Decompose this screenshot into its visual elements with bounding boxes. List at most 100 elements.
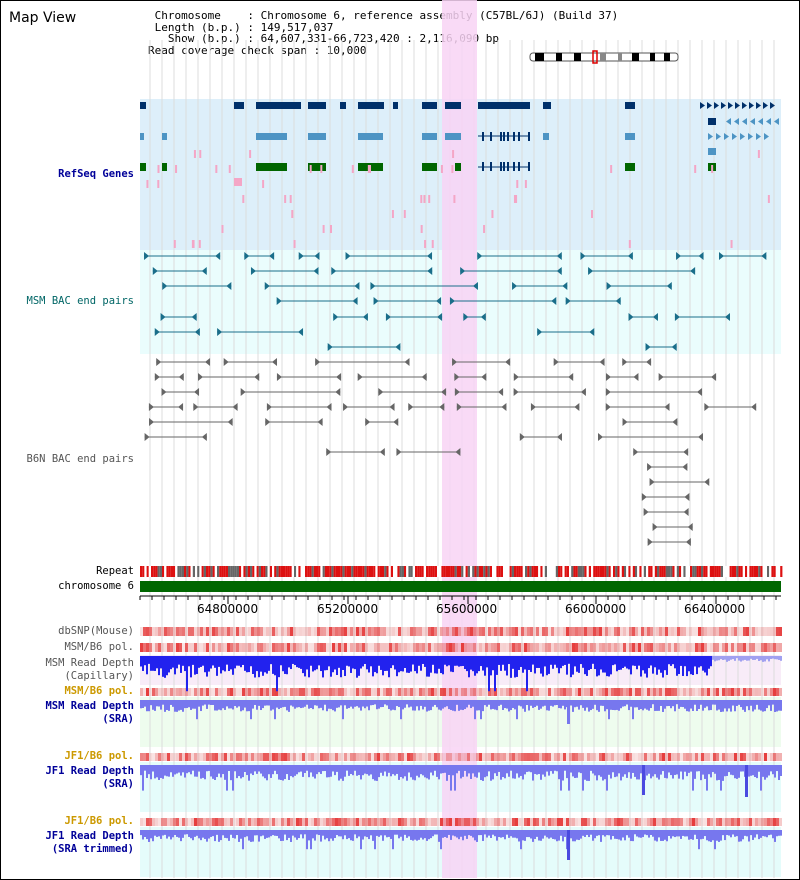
depth-bar: [520, 765, 522, 776]
polymorphism-cell: [734, 688, 737, 696]
depth-bar: [248, 700, 250, 712]
depth-bar: [150, 656, 152, 671]
polymorphism-cell: [557, 643, 560, 652]
polymorphism-cell: [215, 753, 218, 761]
polymorphism-cell: [719, 627, 722, 636]
polymorphism-cell: [179, 688, 182, 696]
polymorphism-cell: [338, 818, 341, 826]
depth-bar: [238, 830, 240, 842]
polymorphism-cell: [578, 753, 581, 761]
label-refseq[interactable]: RefSeq Genes: [58, 168, 134, 180]
polymorphism-cell: [272, 818, 275, 826]
polymorphism-cell: [761, 688, 764, 696]
bac-end: [370, 282, 376, 290]
polymorphism-cell: [713, 627, 716, 636]
bac-end: [647, 463, 653, 471]
polymorphism-cell: [590, 688, 593, 696]
polymorphism-cell: [626, 753, 629, 761]
gene-exon: [308, 102, 326, 109]
polymorphism-cell: [623, 643, 626, 652]
polymorphism-cell: [650, 643, 653, 652]
depth-bar: [740, 700, 742, 708]
polymorphism-cell: [293, 753, 296, 761]
polymorphism-cell: [710, 643, 713, 652]
depth-bar: [716, 765, 718, 781]
polymorphism-cell: [386, 627, 389, 636]
polymorphism-cell: [350, 627, 353, 636]
depth-bar: [732, 765, 734, 776]
polymorphism-cell: [332, 627, 335, 636]
polymorphism-cell: [410, 643, 413, 652]
depth-bar: [230, 830, 232, 835]
depth-bar: [404, 765, 406, 777]
repeat-segment: [474, 566, 477, 577]
label-b6n-bac[interactable]: B6N BAC end pairs: [26, 453, 134, 465]
repeat-segment: [536, 566, 539, 577]
polymorphism-cell: [539, 643, 542, 652]
pseudogene-tick: [420, 195, 423, 203]
depth-bar: [256, 830, 258, 836]
depth-bar: [376, 656, 378, 674]
label-jf1-read-depth-sra: JF1 Read Depth (SRA): [45, 765, 134, 790]
depth-bar: [412, 700, 414, 711]
depth-bar: [254, 700, 256, 705]
pseudogene-tick: [262, 180, 265, 188]
repeat-segment: [379, 566, 382, 577]
depth-bar: [564, 765, 566, 771]
polymorphism-cell: [683, 818, 686, 826]
depth-bar: [390, 656, 392, 669]
polymorphism-cell: [404, 688, 407, 696]
depth-bar: [284, 700, 286, 707]
depth-bar: [594, 700, 596, 705]
depth-bar: [592, 830, 594, 841]
polymorphism-cell: [446, 818, 449, 826]
polymorphism-cell: [254, 753, 257, 761]
depth-bar: [302, 765, 304, 777]
polymorphism-cell: [440, 643, 443, 652]
depth-bar: [360, 830, 362, 850]
polymorphism-cell: [614, 753, 617, 761]
repeat-segment: [177, 566, 180, 577]
polymorphism-cell: [605, 688, 608, 696]
depth-bar: [567, 700, 570, 724]
bac-end: [327, 343, 333, 351]
polymorphism-cell: [575, 643, 578, 652]
depth-bar: [380, 765, 382, 773]
gene-exon: [256, 133, 287, 140]
polymorphism-cell: [374, 818, 377, 826]
depth-bar: [284, 830, 286, 835]
depth-bar: [228, 700, 230, 709]
depth-bar: [532, 765, 534, 781]
depth-bar: [646, 700, 648, 710]
depth-bar: [164, 700, 166, 712]
depth-bar: [586, 830, 588, 835]
polymorphism-cell: [209, 688, 212, 696]
polymorphism-cell: [581, 818, 584, 826]
polymorphism-cell: [734, 818, 737, 826]
depth-bar: [154, 765, 156, 779]
depth-bar: [650, 830, 652, 835]
depth-bar: [350, 765, 352, 774]
polymorphism-cell: [518, 818, 521, 826]
polymorphism-cell: [287, 818, 290, 826]
depth-bar: [398, 765, 400, 780]
label-jf1-b6-pol-1: JF1/B6 pol.: [64, 750, 134, 762]
depth-bar: [170, 830, 172, 840]
polymorphism-cell: [677, 627, 680, 636]
gene-arrow: [766, 118, 771, 125]
polymorphism-cell: [662, 643, 665, 652]
depth-bar: [454, 700, 456, 712]
depth-bar: [144, 700, 146, 707]
polymorphism-cell: [458, 643, 461, 652]
repeat-segment: [483, 566, 486, 577]
depth-bar: [728, 830, 730, 836]
depth-bar: [686, 830, 688, 837]
repeat-segment: [533, 566, 536, 577]
depth-bar: [458, 656, 460, 667]
label-msm-bac[interactable]: MSM BAC end pairs: [26, 295, 134, 307]
repeat-segment: [694, 566, 697, 577]
depth-bar: [330, 656, 332, 677]
polymorphism-cell: [335, 688, 338, 696]
polymorphism-cell: [524, 753, 527, 761]
